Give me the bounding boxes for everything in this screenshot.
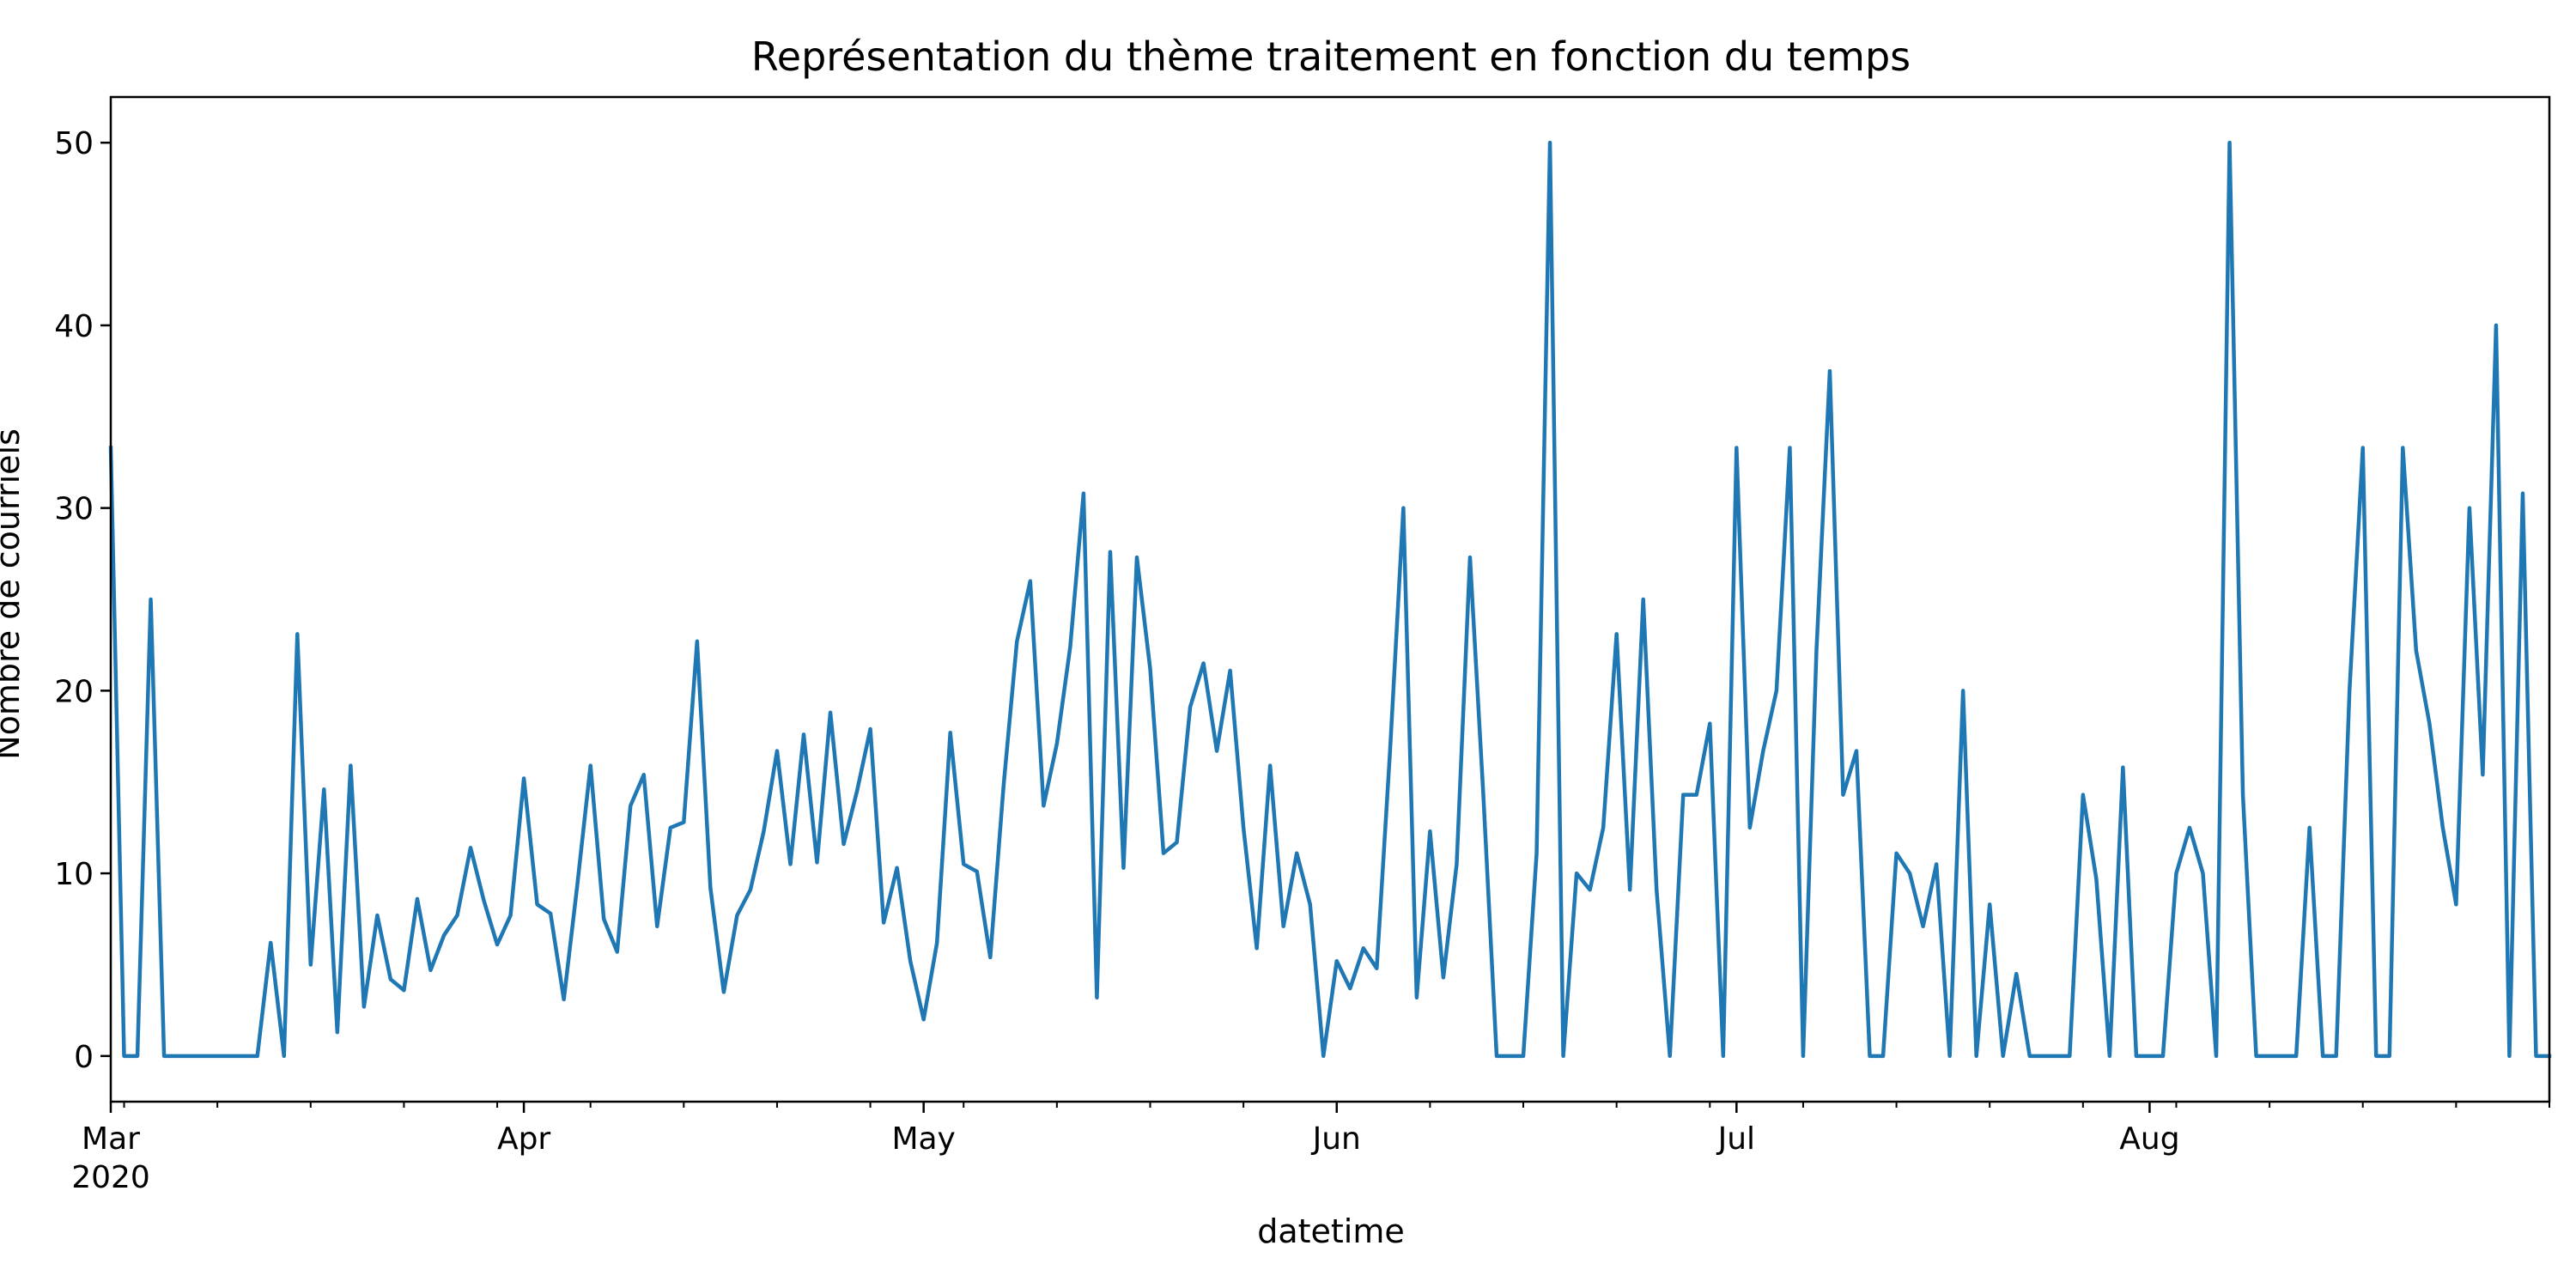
y-tick-label: 50 [54,126,94,161]
y-tick-label: 40 [54,309,94,344]
x-tick-label: May [891,1121,955,1157]
x-tick-label: Jun [1311,1121,1361,1157]
y-tick-label: 30 [54,492,94,527]
series-line [108,140,2552,1059]
x-tick-label: Jul [1716,1121,1755,1157]
y-tick-label: 0 [74,1040,94,1075]
y-tick-label: 10 [54,857,94,892]
y-axis-title: Nombre de courriels [0,428,27,760]
plot-frame [109,95,2551,1103]
x-tick-label: Mar [82,1121,140,1157]
y-tick-label: 20 [54,674,94,709]
x-axis-title: datetime [1257,1212,1405,1250]
x-tick-label: Aug [2119,1121,2179,1157]
x-tick-label: Apr [497,1121,550,1157]
x-tick-sublabel: 2020 [71,1160,150,1195]
chart-title: Représentation du thème traitement en fo… [751,33,1911,80]
